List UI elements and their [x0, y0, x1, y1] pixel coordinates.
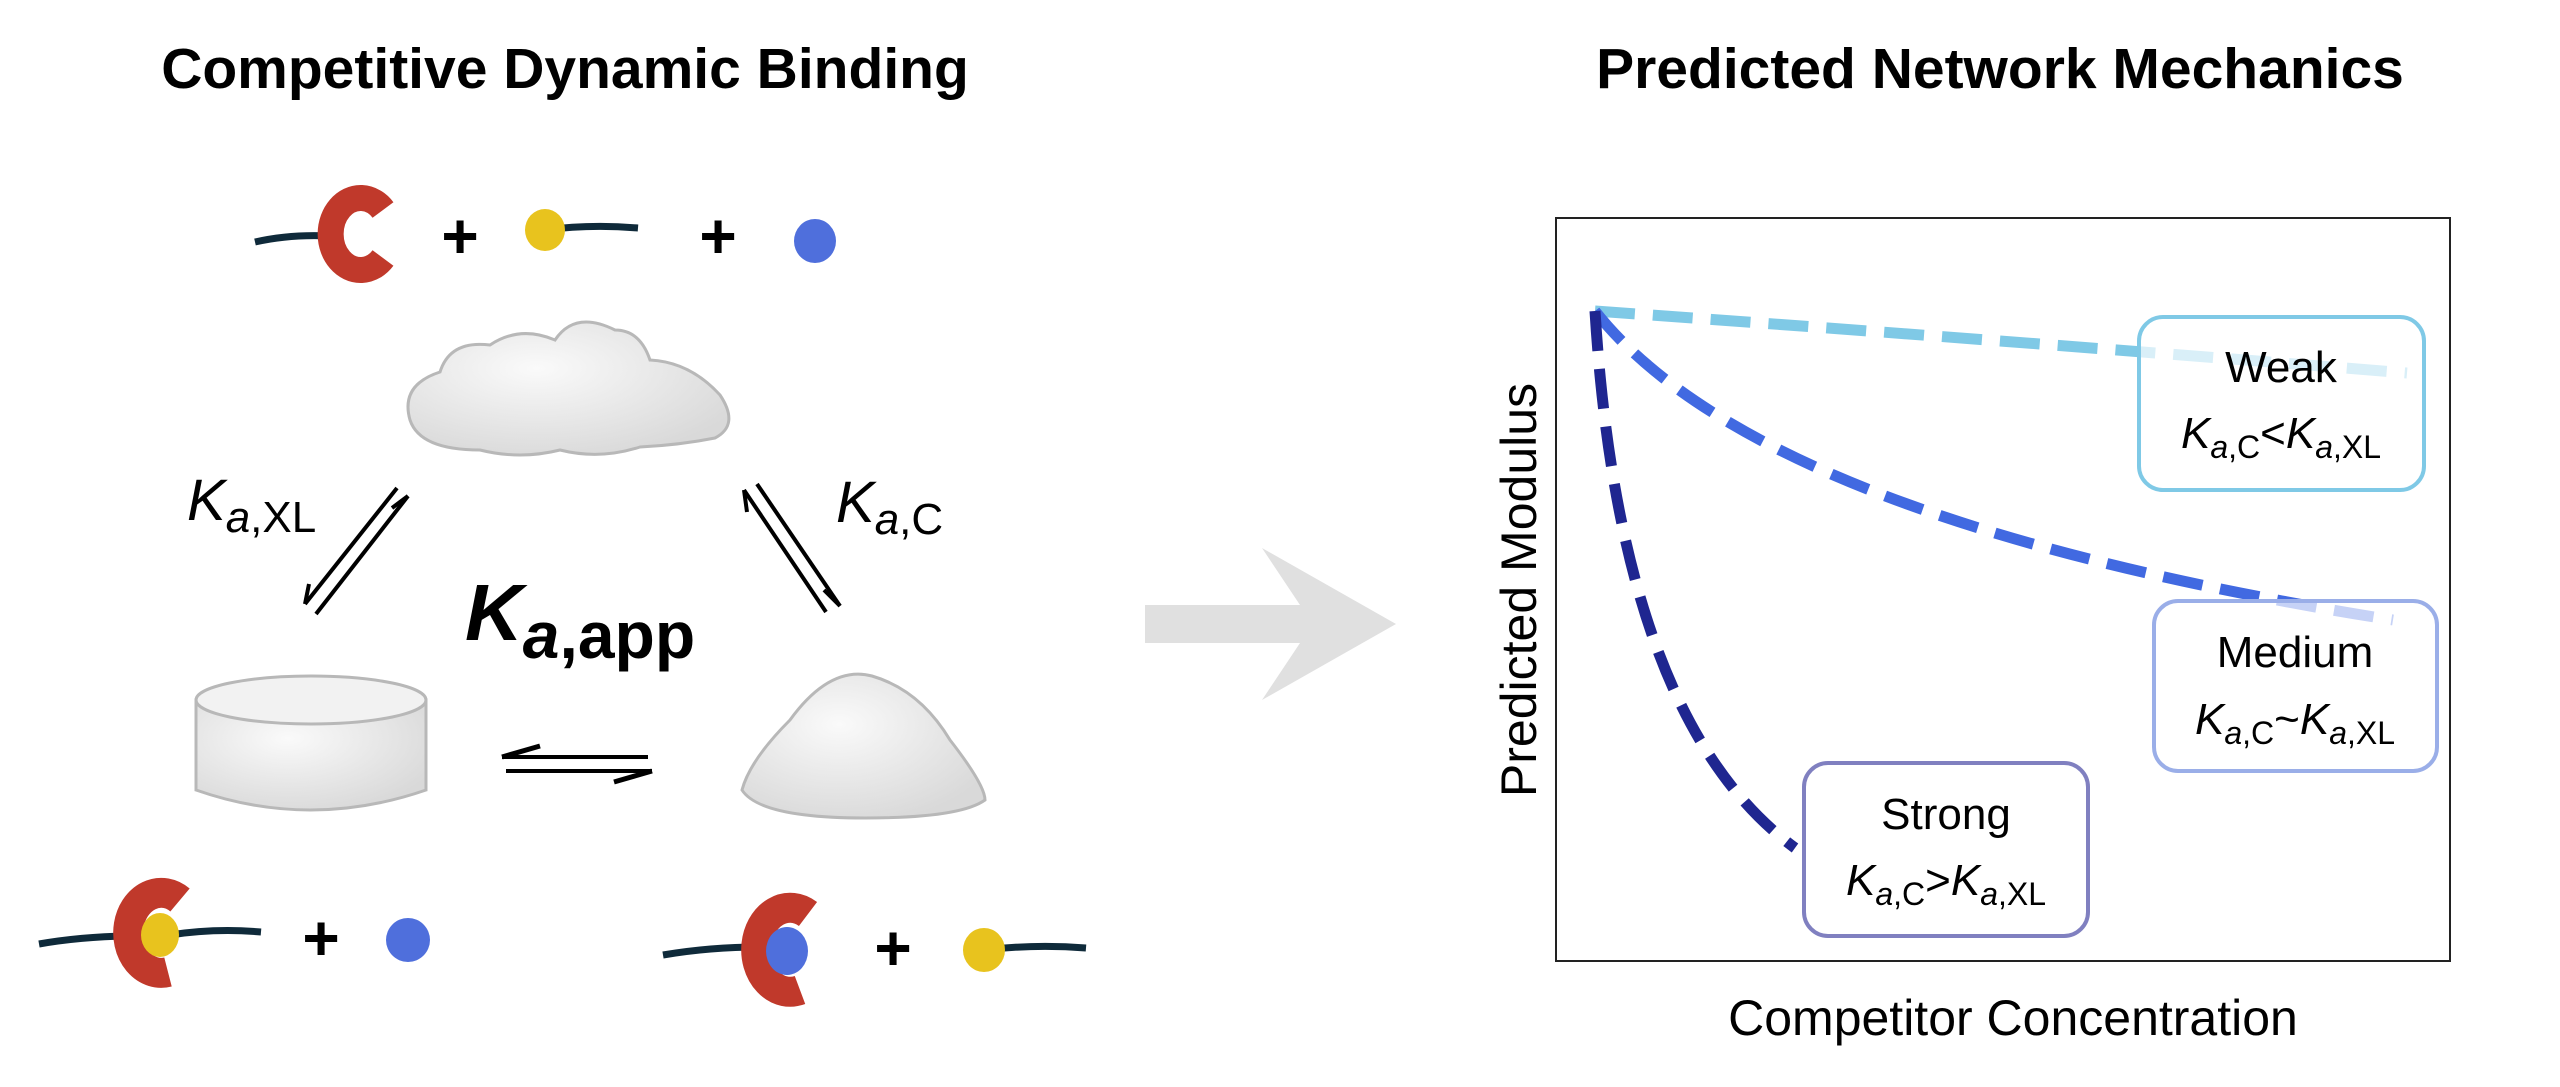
- plus-sign: +: [302, 902, 339, 974]
- weak-relation: Ka,C<Ka,XL: [2181, 409, 2381, 465]
- k-app-label: Ka,app: [465, 568, 695, 672]
- equilibrium-arrows-bottom: [501, 743, 653, 785]
- host-c-icon: [741, 892, 818, 1007]
- left-panel: Competitive Dynamic Binding + + Ka,XL Ka…: [38, 37, 1087, 1007]
- competitor-dot-icon: [386, 918, 430, 962]
- competitor-dot-icon: [794, 219, 836, 263]
- guest-dot-icon: [963, 928, 1005, 972]
- strong-legend-box: Strong Ka,C>Ka,XL: [1802, 761, 2090, 938]
- gel-cylinder-icon: [194, 674, 428, 812]
- k-c-label: Ka,C: [836, 470, 943, 544]
- medium-curve: [1590, 307, 2394, 626]
- equilibrium-arrows-right: [742, 482, 842, 614]
- left-title: Competitive Dynamic Binding: [161, 37, 969, 101]
- k-xl-label: Ka,XL: [187, 468, 316, 542]
- strong-label: Strong: [1881, 790, 2011, 839]
- plus-sign: +: [441, 200, 478, 272]
- plus-sign: +: [874, 912, 911, 984]
- weak-label: Weak: [2225, 343, 2338, 392]
- host-c-icon: [317, 185, 394, 283]
- top-reactants: + +: [254, 185, 836, 283]
- weak-legend-box: Weak Ka,C<Ka,XL: [2137, 315, 2426, 492]
- equilibrium-arrows-left: [303, 486, 410, 616]
- right-title: Predicted Network Mechanics: [1596, 37, 2404, 101]
- transition-arrow-icon: [1145, 548, 1396, 700]
- plot-frame: [1555, 217, 2451, 962]
- right-panel: Predicted Network Mechanics Predicted Mo…: [1491, 37, 2451, 1046]
- medium-relation: Ka,C~Ka,XL: [2195, 695, 2395, 751]
- y-axis-label: Predicted Modulus: [1491, 383, 1547, 797]
- competitor-dot-icon: [766, 927, 808, 975]
- strong-curve: [1589, 310, 1799, 853]
- plus-sign: +: [699, 200, 736, 272]
- crosslink-complex: +: [38, 877, 430, 988]
- host-c-icon: [113, 877, 190, 988]
- guest-dot-icon: [525, 209, 565, 251]
- medium-legend-box: Medium Ka,C~Ka,XL: [2152, 599, 2439, 773]
- strong-relation: Ka,C>Ka,XL: [1846, 856, 2046, 912]
- competitor-complex: +: [662, 892, 1087, 1007]
- gel-cloud-icon: [406, 320, 731, 457]
- medium-label: Medium: [2217, 628, 2374, 677]
- x-axis-label: Competitor Concentration: [1728, 990, 2298, 1046]
- guest-dot-icon: [141, 913, 179, 957]
- gel-dome-icon: [740, 672, 987, 820]
